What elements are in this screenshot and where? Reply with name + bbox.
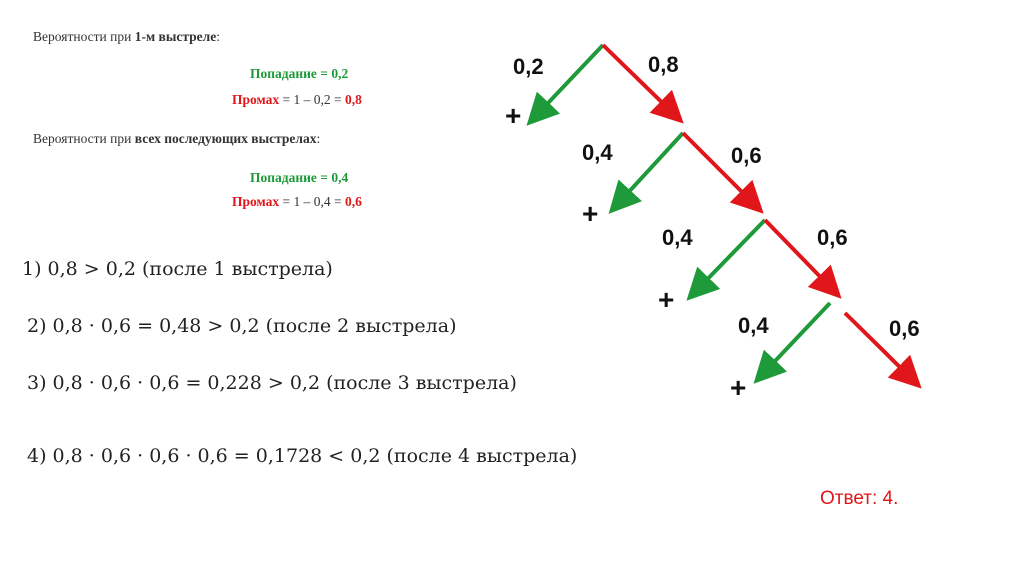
hit-arrow <box>686 218 767 301</box>
plus: + <box>505 100 522 131</box>
miss-arrow <box>763 218 842 299</box>
miss-arrow <box>843 311 922 389</box>
miss-prob: 0,8 <box>648 52 679 77</box>
text: = 1 – 0,2 = <box>279 92 345 107</box>
step: 4) 0,8 · 0,6 · 0,6 · 0,6 = 0,1728 < 0,2 … <box>27 445 578 467</box>
hit-prob: 0,2 <box>513 54 544 79</box>
intro-line: Вероятности при всех последующих выстрел… <box>33 131 320 147</box>
hit-arrow <box>608 131 685 214</box>
text: : <box>316 131 321 146</box>
hit-line: Попадание = 0,2 <box>250 66 349 81</box>
miss-line: Промах = 1 – 0,2 = 0,8 <box>232 92 362 108</box>
text: Промах <box>232 92 280 107</box>
text: всех последующих выстрелах <box>134 131 317 146</box>
hit-arrow <box>526 43 605 126</box>
text: Промах <box>232 194 280 209</box>
miss-prob: 0,6 <box>889 316 920 341</box>
arrows <box>526 43 922 389</box>
hit-prob: 0,4 <box>662 225 693 250</box>
text: : <box>216 29 221 44</box>
hit-arrow <box>753 301 832 384</box>
miss-prob: 0,6 <box>817 225 848 250</box>
miss-line: Промах = 1 – 0,4 = 0,6 <box>232 194 362 210</box>
miss-arrow <box>681 131 764 214</box>
miss-arrow <box>601 43 684 124</box>
text: Вероятности при <box>33 29 135 44</box>
step: 3) 0,8 · 0,6 · 0,6 = 0,228 > 0,2 (после … <box>27 372 517 394</box>
step: 1) 0,8 > 0,2 (после 1 выстрела) <box>22 258 333 280</box>
text: 1-м выстреле <box>134 29 217 44</box>
text: 0,8 <box>344 92 362 107</box>
hit-prob: 0,4 <box>582 140 613 165</box>
plus: + <box>730 372 747 403</box>
answer: Ответ: 4. <box>820 488 899 509</box>
text: = 1 – 0,4 = <box>279 194 345 209</box>
plus: + <box>582 198 599 229</box>
intro-line: Вероятности при 1-м выстреле: <box>33 29 220 45</box>
plus: + <box>658 284 675 315</box>
step: 2) 0,8 · 0,6 = 0,48 > 0,2 (после 2 выстр… <box>27 315 457 337</box>
hit-line: Попадание = 0,4 <box>250 170 349 185</box>
text: Вероятности при <box>33 131 135 146</box>
hit-prob: 0,4 <box>738 313 769 338</box>
text: 0,6 <box>344 194 362 209</box>
miss-prob: 0,6 <box>731 143 762 168</box>
